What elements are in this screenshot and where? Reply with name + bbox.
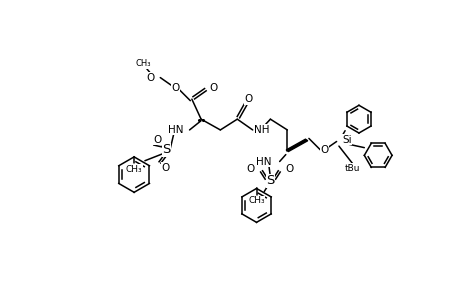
Polygon shape [285, 139, 307, 152]
Text: O: O [285, 164, 293, 174]
Text: O: O [209, 83, 218, 93]
Text: O: O [153, 135, 161, 145]
Text: HN: HN [256, 157, 271, 166]
Text: O: O [146, 73, 154, 82]
Text: O: O [161, 163, 169, 173]
Text: NH: NH [254, 125, 269, 135]
Text: O: O [244, 94, 252, 104]
Text: CH₃: CH₃ [125, 165, 142, 174]
Text: CH₃: CH₃ [248, 196, 264, 205]
Text: O: O [246, 164, 254, 174]
Text: S: S [162, 143, 170, 157]
Text: Si: Si [341, 135, 351, 145]
Text: O: O [171, 83, 179, 93]
Text: CH₃: CH₃ [135, 59, 151, 68]
Text: HN: HN [168, 125, 183, 135]
Text: O: O [319, 145, 328, 155]
Text: tBu: tBu [344, 164, 360, 173]
Text: S: S [266, 174, 274, 187]
